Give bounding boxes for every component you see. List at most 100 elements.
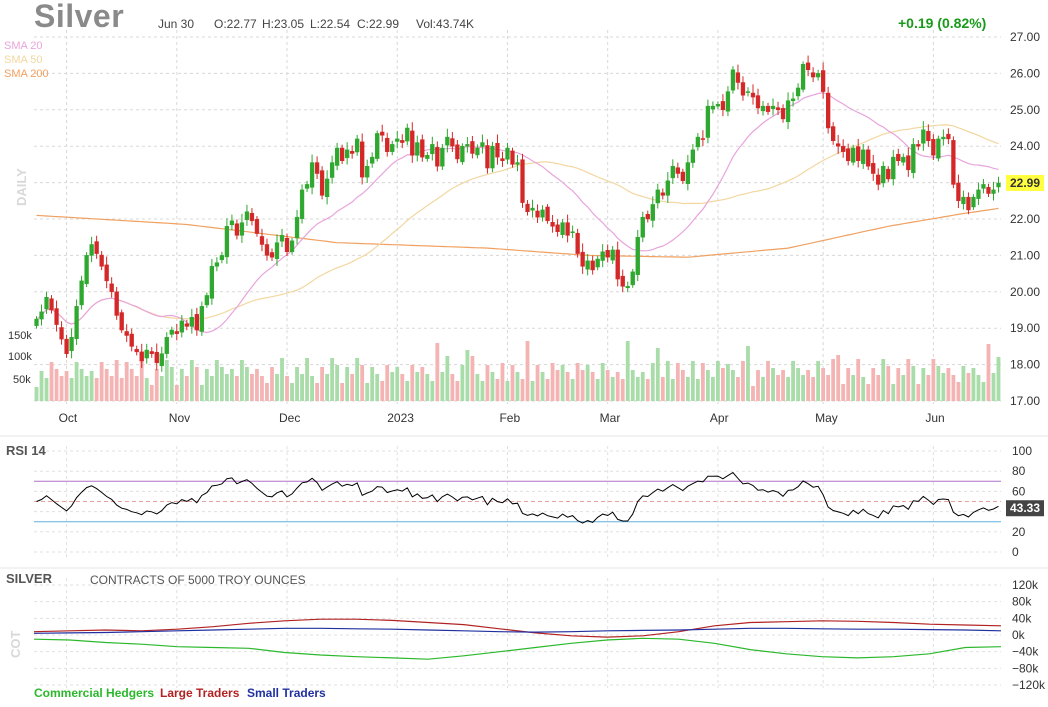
candle-body xyxy=(289,240,295,253)
volume-bar xyxy=(851,375,856,401)
candle-body xyxy=(510,150,515,165)
volume-bar xyxy=(716,361,720,401)
candle-body xyxy=(405,127,410,142)
x-tick-label: 2023 xyxy=(387,411,414,425)
price-tick-label: 27.00 xyxy=(1010,30,1040,44)
volume-bar xyxy=(700,363,705,401)
candle-body xyxy=(941,136,946,140)
volume-bar xyxy=(640,372,645,401)
candle-body xyxy=(805,62,811,71)
candle-body xyxy=(645,214,650,220)
price-tick-label: 19.00 xyxy=(1010,321,1040,335)
volume-bar xyxy=(826,375,831,401)
volume-bar xyxy=(59,376,64,401)
candle-body xyxy=(785,100,791,123)
volume-bar xyxy=(440,372,445,401)
volume-bar xyxy=(545,379,550,401)
legend-small-traders: Small Traders xyxy=(247,686,326,700)
candle-body xyxy=(825,92,831,129)
volume-bar xyxy=(946,368,951,401)
candle-body xyxy=(505,147,510,160)
candle-body xyxy=(971,196,976,208)
cot-tick-label: −120k xyxy=(1012,678,1046,692)
x-tick-label: Oct xyxy=(59,411,78,425)
candle-body xyxy=(795,87,801,97)
x-tick-label: Jun xyxy=(925,411,944,425)
volume-bar xyxy=(460,365,465,401)
candle-body xyxy=(820,70,826,92)
candle-body xyxy=(169,329,174,335)
candle-body xyxy=(355,138,360,153)
volume-bar xyxy=(124,362,129,401)
volume-bar xyxy=(139,360,144,401)
volume-bar xyxy=(891,384,896,401)
candle-body xyxy=(770,105,776,109)
candle-body xyxy=(670,165,675,179)
volume-bar xyxy=(520,379,525,401)
candle-body xyxy=(956,182,961,202)
volume-bar xyxy=(600,363,605,401)
candle-body xyxy=(139,351,144,362)
candle-body xyxy=(279,235,285,242)
volume-bar xyxy=(360,365,365,401)
volume-bar xyxy=(154,369,159,401)
volume-bar xyxy=(450,374,455,401)
volume-bar xyxy=(781,370,785,401)
volume-bar xyxy=(861,377,866,401)
volume-bar xyxy=(746,346,750,401)
candle-body xyxy=(986,187,991,194)
volume-bar xyxy=(320,367,324,401)
volume-bar xyxy=(981,382,986,401)
volume-bar xyxy=(149,385,154,401)
x-tick-label: May xyxy=(815,411,838,425)
cot-tick-label: 0k xyxy=(1012,628,1026,642)
candle-body xyxy=(836,143,841,147)
volume-bar xyxy=(766,361,770,401)
volume-bar xyxy=(751,386,755,401)
candle-body xyxy=(400,140,405,143)
volume-bar xyxy=(510,365,515,401)
volume-bar xyxy=(310,376,314,401)
candle-body xyxy=(174,331,179,334)
candle-body xyxy=(309,162,315,188)
volume-bar xyxy=(39,371,44,401)
candle-body xyxy=(861,149,866,164)
price-tick-label: 20.00 xyxy=(1010,285,1040,299)
candle-body xyxy=(84,255,89,285)
candle-body xyxy=(104,264,109,282)
candle-body xyxy=(856,146,861,162)
volume-bar xyxy=(335,365,340,401)
candle-body xyxy=(951,140,956,185)
axis-labels: 27.0026.0025.0024.0023.0022.0021.0020.00… xyxy=(59,30,1046,692)
volume-bar xyxy=(575,363,580,401)
candle-body xyxy=(901,156,906,163)
volume-bar xyxy=(355,358,360,401)
price-tick-label: 21.00 xyxy=(1010,248,1040,262)
candle-body xyxy=(395,138,400,142)
volume-bar xyxy=(595,379,600,401)
candle-body xyxy=(485,145,490,169)
candle-body xyxy=(665,180,670,196)
volume-bar xyxy=(711,377,715,401)
candle-body xyxy=(54,308,59,325)
volume-bar xyxy=(129,369,134,401)
candle-body xyxy=(89,244,94,256)
daily-side-label: DAILY xyxy=(14,168,29,206)
candle-body xyxy=(34,318,39,326)
candle-body xyxy=(179,320,184,333)
candle-body xyxy=(615,249,620,280)
volume-bar xyxy=(204,369,209,401)
candle-body xyxy=(550,222,555,227)
candle-body xyxy=(59,327,64,340)
candle-body xyxy=(475,147,480,156)
volume-bar xyxy=(214,360,219,401)
volume-bar xyxy=(425,374,430,401)
candle-body xyxy=(881,165,886,184)
volume-bar xyxy=(305,358,309,401)
candle-body xyxy=(810,72,816,78)
candle-body xyxy=(94,241,99,254)
volume-bar xyxy=(871,368,876,401)
volume-bar xyxy=(590,372,595,401)
candle-body xyxy=(124,331,129,336)
candle-body xyxy=(886,168,891,180)
